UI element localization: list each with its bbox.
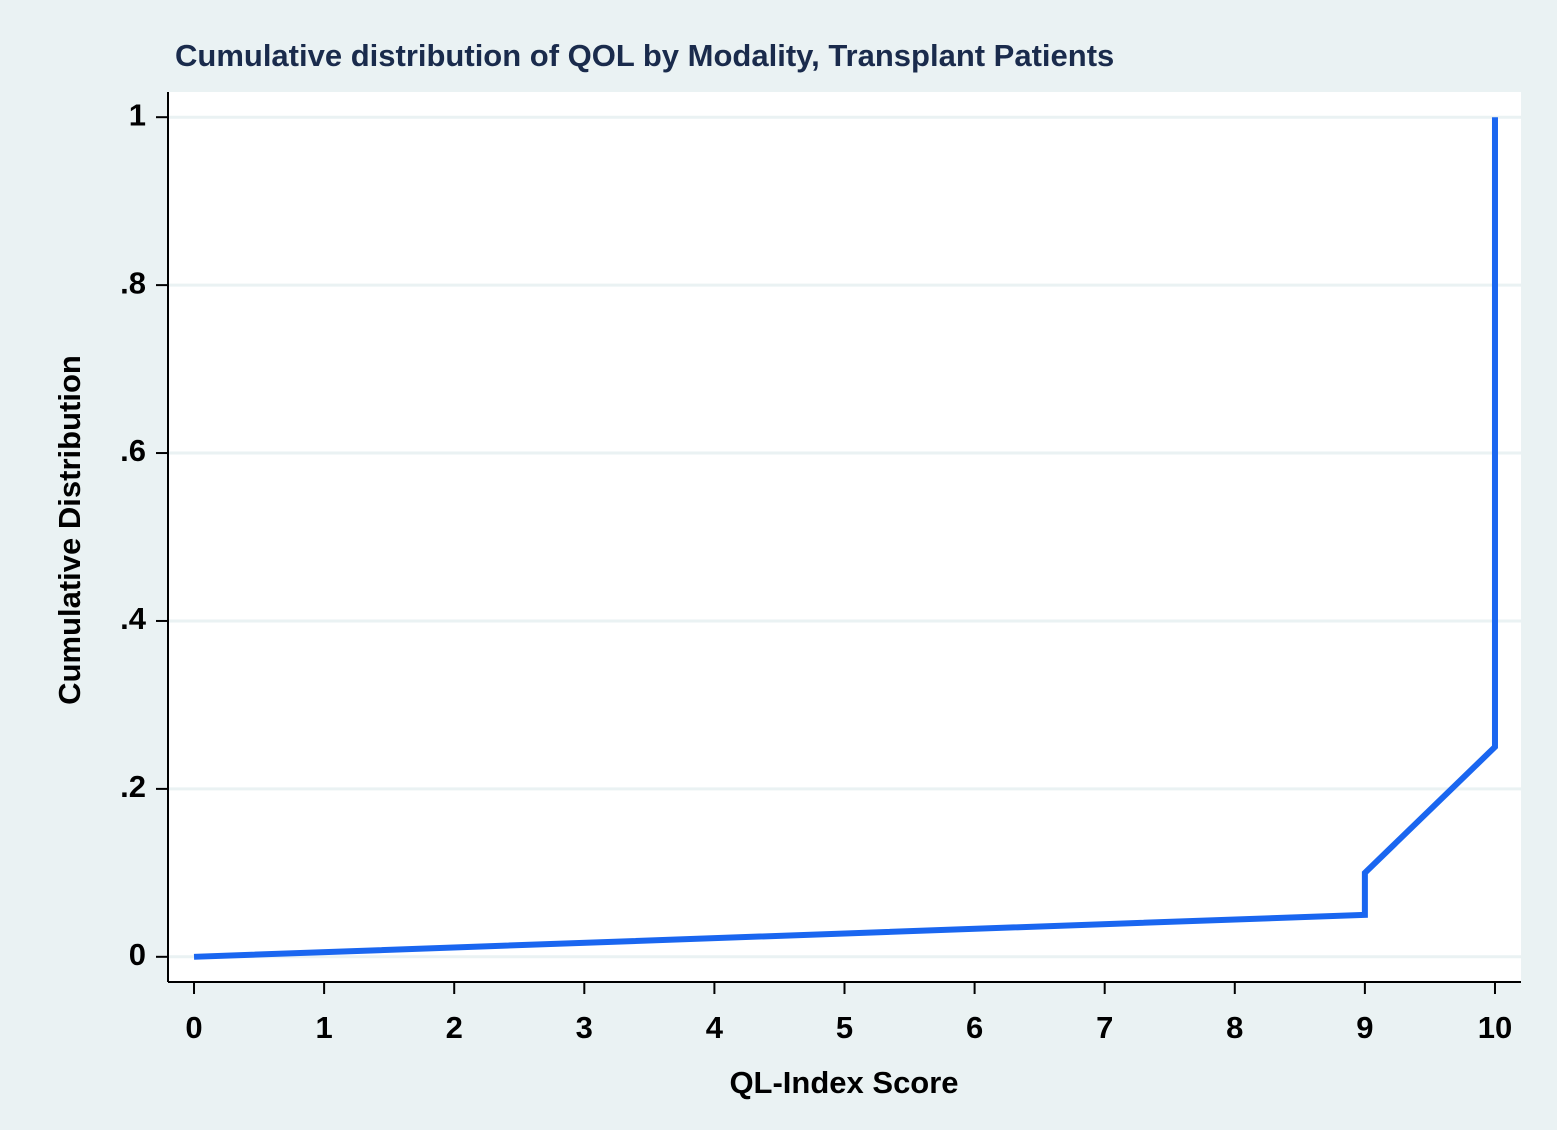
plot-area — [168, 92, 1521, 982]
x-tick-label: 4 — [706, 1010, 724, 1045]
x-tick-label: 8 — [1226, 1010, 1243, 1045]
x-tick-label: 10 — [1478, 1010, 1512, 1045]
x-axis-label: QL-Index Score — [729, 1065, 958, 1100]
x-tick-label: 9 — [1356, 1010, 1373, 1045]
y-tick-label: .6 — [120, 433, 146, 468]
y-tick-label: .2 — [120, 769, 146, 804]
x-tick-label: 1 — [315, 1010, 332, 1045]
y-tick-label: .4 — [120, 601, 147, 636]
x-tick-label: 6 — [966, 1010, 983, 1045]
chart-title: Cumulative distribution of QOL by Modali… — [175, 38, 1114, 73]
x-tick-label: 3 — [576, 1010, 593, 1045]
y-tick-label: .8 — [120, 265, 146, 300]
x-tick-label: 7 — [1096, 1010, 1113, 1045]
y-tick-label: 1 — [129, 97, 146, 132]
line-series — [193, 117, 1498, 960]
y-axis-label: Cumulative Distribution — [52, 355, 87, 705]
x-tick-label: 2 — [446, 1010, 463, 1045]
y-tick-label: 0 — [129, 937, 146, 972]
x-tick-label: 5 — [836, 1010, 853, 1045]
x-tick-label: 0 — [185, 1010, 202, 1045]
